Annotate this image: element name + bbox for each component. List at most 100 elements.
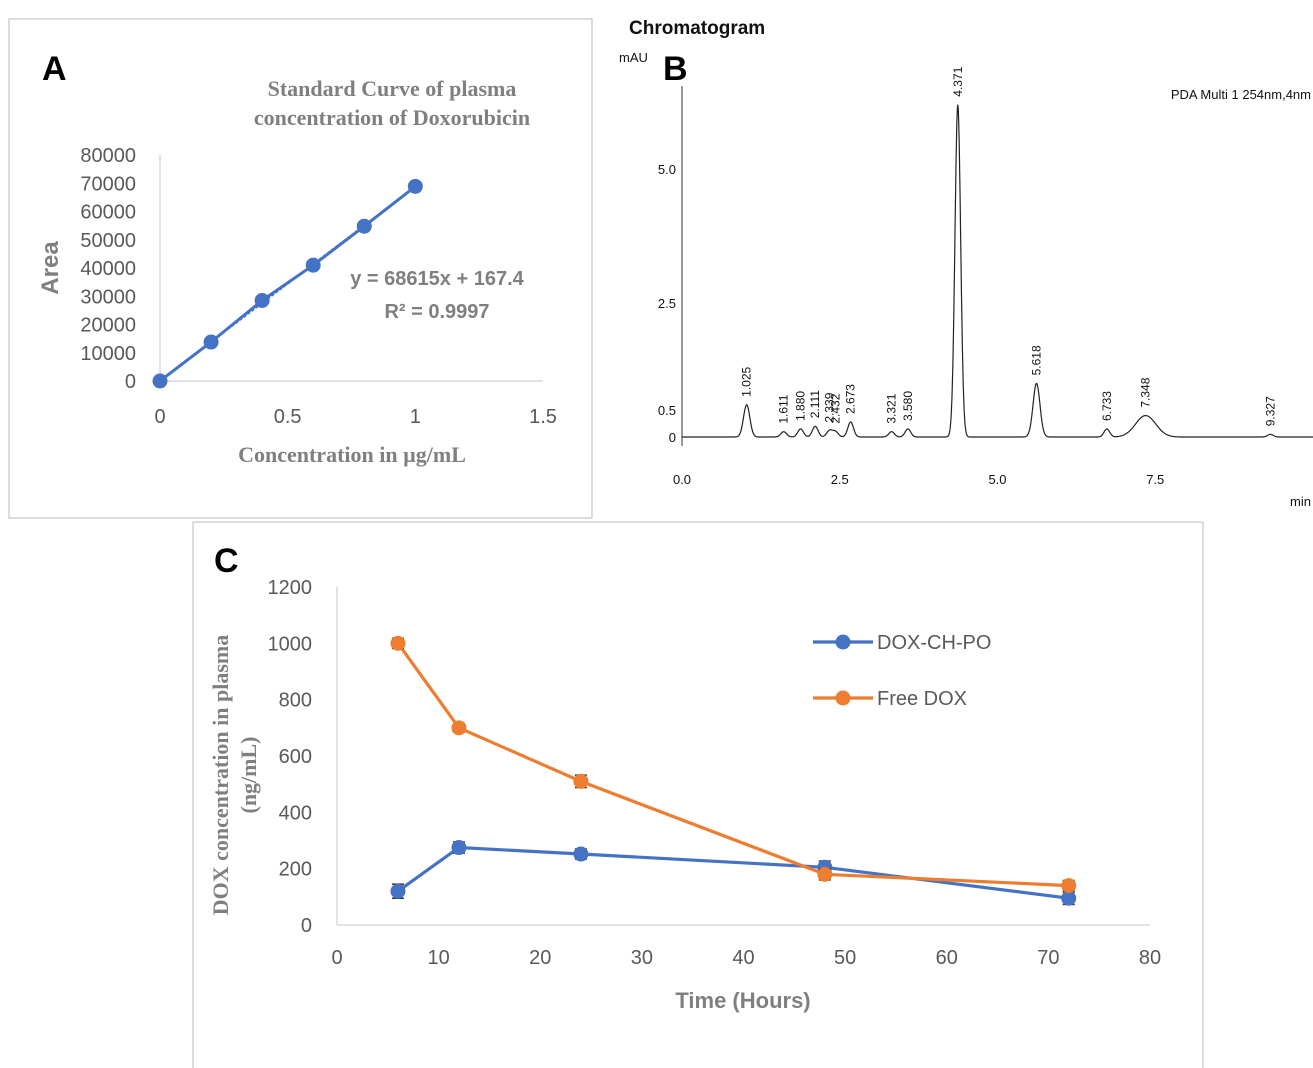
panel-b-peak-label: 2.339 (823, 392, 837, 422)
panel-b-peak-label: 9.327 (1264, 396, 1278, 426)
panel-a-y-tick-label: 60000 (80, 202, 136, 224)
panel-a-data-point (203, 334, 219, 350)
panel-c-y-label-line1: DOX concentration in plasma (208, 635, 233, 916)
panel-c-y-tick-label: 800 (279, 690, 312, 712)
panel-c-legend: DOX-CH-PO Free DOX (813, 632, 991, 710)
panel-b-peak-label: 3.580 (901, 391, 915, 421)
panel-a-y-tick-label: 70000 (80, 173, 136, 195)
panel-a-y-ticks: 0 10000 20000 30000 40000 50000 60000 70000 8000… (80, 145, 136, 393)
panel-c-x-tick-label: 10 (428, 947, 450, 969)
panel-c-y-tick-label: 200 (279, 859, 312, 881)
panel-b-title: Chromatogram (629, 18, 765, 39)
panel-b-y-tick-label: 2.5 (658, 296, 676, 311)
panel-a-equation: y = 68615x + 167.4 (350, 268, 524, 290)
panel-b-y-ticks: 0 0.5 2.5 5.0 (658, 162, 676, 445)
panel-a-data-point (305, 257, 321, 273)
panel-c-y-label-line2: (ng/mL) (236, 737, 261, 814)
panel-b-peak-label: 6.733 (1100, 391, 1114, 421)
panel-a-y-tick-label: 10000 (80, 343, 136, 365)
panel-a-data-point (152, 373, 168, 389)
panel-c-data-point-dox-ch-po (1061, 890, 1077, 906)
panel-a-x-tick-label: 0 (154, 406, 165, 428)
panel-b: Chromatogram mAU B PDA Multi 1 254nm,4nm… (619, 18, 1313, 509)
panel-b-peak-label: 3.321 (885, 393, 899, 423)
panel-c-legend-label-free-dox: Free DOX (877, 688, 967, 710)
panel-a-y-tick-label: 80000 (80, 145, 136, 167)
panel-c-y-tick-label: 600 (279, 746, 312, 768)
panel-a-y-tick-label: 20000 (80, 315, 136, 337)
panel-a-x-label: Concentration in µg/mL (238, 442, 466, 467)
panel-c-data-point-free-dox (390, 635, 406, 651)
panel-b-y-tick-label: 5.0 (658, 162, 676, 177)
panel-a-y-tick-label: 40000 (80, 258, 136, 280)
panel-b-x-tick-label: 5.0 (988, 472, 1006, 487)
panel-c-x-tick-label: 20 (529, 947, 551, 969)
panel-c-y-tick-label: 1200 (268, 577, 313, 599)
panel-c-x-tick-label: 60 (936, 947, 958, 969)
panel-b-peak-label: 5.618 (1030, 345, 1044, 375)
panel-a-y-tick-label: 50000 (80, 230, 136, 252)
panel-c-legend-marker-free-dox (835, 690, 851, 706)
panel-c-data-point-dox-ch-po (573, 846, 589, 862)
panel-c-y-tick-label: 400 (279, 802, 312, 824)
panel-b-peak-label: 7.348 (1139, 377, 1153, 407)
panel-a: A Standard Curve of plasma concentration… (8, 18, 593, 519)
panel-a-r2: R² = 0.9997 (384, 301, 489, 323)
panel-b-y-tick-label: 0 (669, 430, 676, 445)
panel-a-x-tick-label: 1 (410, 406, 421, 428)
panel-c-x-tick-label: 70 (1037, 947, 1059, 969)
panel-c-y-tick-label: 0 (301, 915, 312, 937)
panel-c-label: C (214, 542, 239, 580)
panel-b-x-unit: min (1290, 494, 1311, 509)
panel-a-title-line2: concentration of Doxorubicin (254, 105, 530, 130)
panel-b-x-tick-label: 0.0 (673, 472, 691, 487)
panel-a-data-point (407, 178, 423, 194)
panel-b-peak-label: 4.371 (951, 66, 965, 96)
panel-b-x-tick-label: 2.5 (831, 472, 849, 487)
panel-b-y-tick-label: 0.5 (658, 403, 676, 418)
panel-c-data-point-dox-ch-po (390, 883, 406, 899)
panel-a-y-tick-label: 30000 (80, 286, 136, 308)
panel-b-x-tick-label: 7.5 (1146, 472, 1164, 487)
panel-b-peak-label: 2.673 (844, 384, 858, 414)
panel-b-peak-label: 1.611 (777, 394, 791, 423)
panel-b-trace (682, 104, 1313, 438)
panel-c-data-point-free-dox (573, 773, 589, 789)
panel-a-data-point (356, 218, 372, 234)
panel-a-points (152, 178, 423, 389)
panel-c-x-tick-label: 50 (834, 947, 856, 969)
panel-b-peak-label: 2.432 (829, 393, 843, 423)
panel-b-peak-label: 2.111 (808, 390, 822, 419)
panel-a-x-tick-label: 1.5 (529, 406, 557, 428)
panel-a-title-line1: Standard Curve of plasma (268, 76, 517, 101)
panel-b-detector: PDA Multi 1 254nm,4nm (1171, 87, 1311, 102)
panel-c-data-point-free-dox (817, 866, 833, 882)
panel-c-data-point-free-dox (451, 720, 467, 736)
panel-c-series-line-dox-ch-po (397, 845, 1069, 900)
panel-c-legend-label-dox-ch-po: DOX-CH-PO (877, 632, 991, 654)
panel-a-trendline (159, 185, 417, 383)
panel-a-axes (159, 155, 543, 382)
panel-c-x-label: Time (Hours) (675, 988, 810, 1013)
panel-a-series-line (159, 185, 417, 383)
panel-b-peak-label: 1.025 (740, 366, 754, 396)
panel-c-x-tick-label: 40 (732, 947, 754, 969)
panel-c: C 0 200 400 600 800 1000 1200 0 10 20 30 40 50 60 70 8… (192, 521, 1204, 1068)
panel-c-x-tick-label: 30 (631, 947, 653, 969)
panel-a-data-point (254, 292, 270, 308)
panel-c-data-point-dox-ch-po (451, 840, 467, 856)
panel-b-peak-label: 1.880 (794, 391, 808, 421)
panel-a-y-label: Area (37, 241, 64, 295)
panel-b-chromatogram-trace (682, 104, 1313, 438)
panel-a-y-tick-label: 0 (125, 371, 136, 393)
panel-c-series (390, 635, 1077, 906)
panel-b-y-unit: mAU (619, 50, 648, 65)
panel-a-x-ticks: 0 0.5 1 1.5 (154, 406, 556, 428)
panel-c-y-ticks: 0 200 400 600 800 1000 1200 (268, 577, 313, 937)
panel-a-label: A (42, 50, 67, 88)
panel-c-y-tick-label: 1000 (268, 633, 313, 655)
panel-c-x-ticks: 0 10 20 30 40 50 60 70 80 (331, 947, 1161, 969)
panel-c-legend-marker-dox-ch-po (835, 634, 851, 650)
